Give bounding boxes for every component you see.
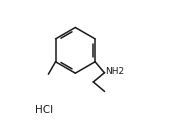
Text: HCl: HCl: [35, 105, 53, 115]
Text: NH2: NH2: [105, 67, 124, 76]
